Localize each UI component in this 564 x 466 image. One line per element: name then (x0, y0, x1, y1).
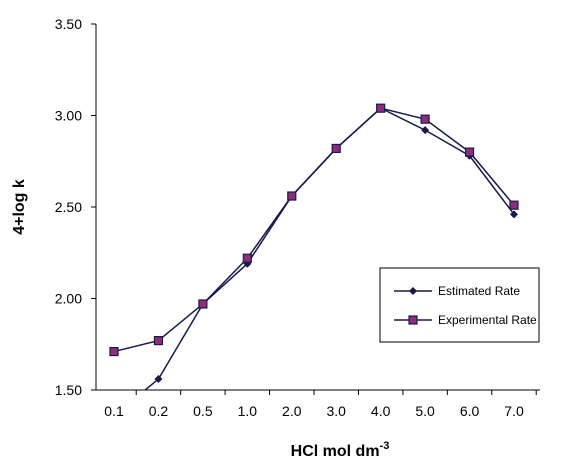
legend-item-experimental: Experimental Rate (394, 313, 537, 327)
y-tick-label: 2.00 (55, 291, 82, 307)
x-tick-label: 5.0 (415, 403, 435, 419)
x-tick-label: 7.0 (504, 403, 524, 419)
legend-marker-experimental (408, 315, 418, 325)
y-tick-label: 2.50 (55, 199, 82, 215)
x-tick-label: 1.0 (238, 403, 258, 419)
data-point-experimental (198, 299, 208, 309)
data-point-experimental (420, 114, 430, 124)
x-axis: 0.1 0.2 0.5 1.0 2.0 3.0 4.0 5.0 6.0 7.0 (96, 389, 540, 419)
legend-marker-estimated (409, 287, 417, 295)
x-tick-label: 0.1 (104, 403, 124, 419)
y-tick-label: 3.00 (55, 108, 82, 124)
legend-label-experimental: Experimental Rate (438, 313, 537, 327)
x-tick-label: 0.5 (193, 403, 213, 419)
x-axis-title: HCl mol dm-3 (291, 440, 390, 460)
series-line-experimental (113, 107, 515, 353)
x-tick-label: 2.0 (282, 403, 302, 419)
y-axis: 1.50 2.00 2.50 3.00 3.50 (55, 16, 97, 398)
series-line-estimated (143, 107, 515, 390)
legend-label-estimated: Estimated Rate (438, 284, 520, 298)
legend-box (379, 267, 540, 343)
data-point-experimental (376, 103, 386, 113)
data-point-experimental (331, 143, 341, 154)
x-tick-label: 4.0 (371, 403, 391, 419)
data-point-experimental (509, 200, 519, 210)
data-point-experimental (287, 191, 297, 201)
legend: Estimated Rate Experimental Rate (379, 267, 540, 343)
data-point-experimental (153, 335, 164, 346)
y-tick-label: 1.50 (55, 382, 82, 398)
data-point-experimental (109, 346, 119, 357)
data-point-estimated (421, 126, 430, 135)
legend-item-estimated: Estimated Rate (394, 284, 520, 298)
x-axis-title-base: HCl mol dm (291, 443, 380, 460)
y-axis-title: 4+log k (11, 179, 28, 235)
data-point-estimated (510, 210, 518, 219)
data-point-experimental (464, 147, 475, 157)
x-tick-label: 0.2 (149, 403, 169, 419)
y-tick-label: 3.50 (55, 16, 82, 32)
x-tick-label: 3.0 (326, 403, 346, 419)
x-tick-label: 6.0 (460, 403, 480, 419)
x-axis-title-superscript: -3 (380, 440, 390, 452)
data-point-experimental (242, 253, 252, 263)
series-group (109, 103, 519, 390)
data-point-estimated (154, 375, 163, 384)
